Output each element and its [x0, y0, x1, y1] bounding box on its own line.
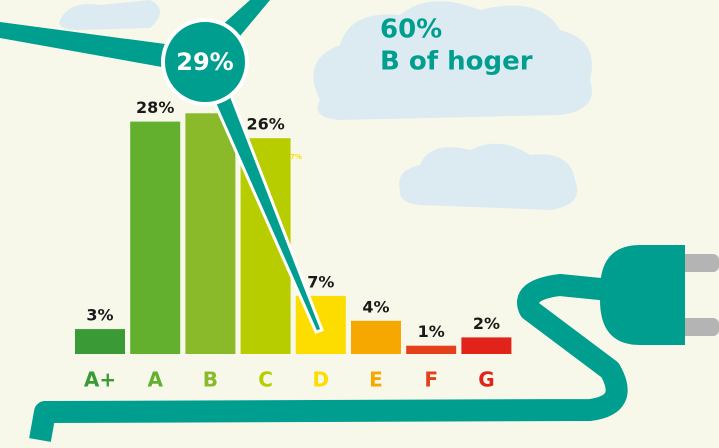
value-label: 3% — [86, 306, 113, 325]
x-tick-label: A+ — [84, 368, 116, 392]
x-tick-label: A — [147, 368, 163, 392]
bar — [461, 337, 511, 354]
headline: 60% — [380, 15, 442, 45]
small-note: 7% — [290, 153, 302, 161]
plug-body — [600, 245, 685, 345]
x-tick-label: C — [258, 368, 273, 392]
value-label: 7% — [307, 272, 334, 291]
bar — [351, 321, 401, 354]
x-tick-label: B — [203, 368, 218, 392]
bar — [130, 122, 180, 354]
plug-prong — [680, 254, 719, 272]
subheadline: B of hoger — [380, 47, 533, 77]
x-tick-label: E — [369, 368, 383, 392]
value-label: 26% — [246, 115, 284, 134]
x-tick-label: G — [478, 368, 494, 392]
value-label: 28% — [136, 98, 174, 117]
value-label: 2% — [473, 314, 500, 333]
page: 60% B of hoger 7% A+ 3% A 28% B 29% C 26% D 7% E 4%… — [0, 0, 719, 448]
chart: 60% B of hoger 7% A+ 3% A 28% B 29% C 26% D 7% E 4%… — [0, 0, 719, 448]
bar — [406, 346, 456, 354]
value-label: 1% — [418, 322, 445, 341]
value-label: 29% — [176, 48, 233, 76]
x-tick-label: D — [312, 368, 329, 392]
plug-prong — [680, 318, 719, 336]
bar — [75, 329, 125, 354]
x-tick-label: F — [424, 368, 438, 392]
value-label: 4% — [362, 297, 389, 316]
bar — [185, 113, 235, 354]
